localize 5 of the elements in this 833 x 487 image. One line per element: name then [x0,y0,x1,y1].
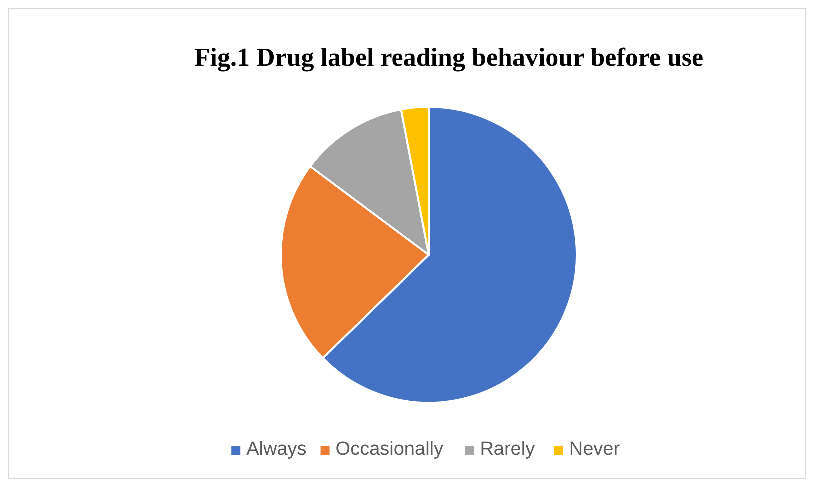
legend-label: Never [569,439,621,460]
legend-label: Always [246,439,307,460]
legend-label: Rarely [480,439,536,460]
chart-title: Fig.1 Drug label reading behaviour before use [194,43,704,72]
legend-label: Occasionally [336,439,444,460]
